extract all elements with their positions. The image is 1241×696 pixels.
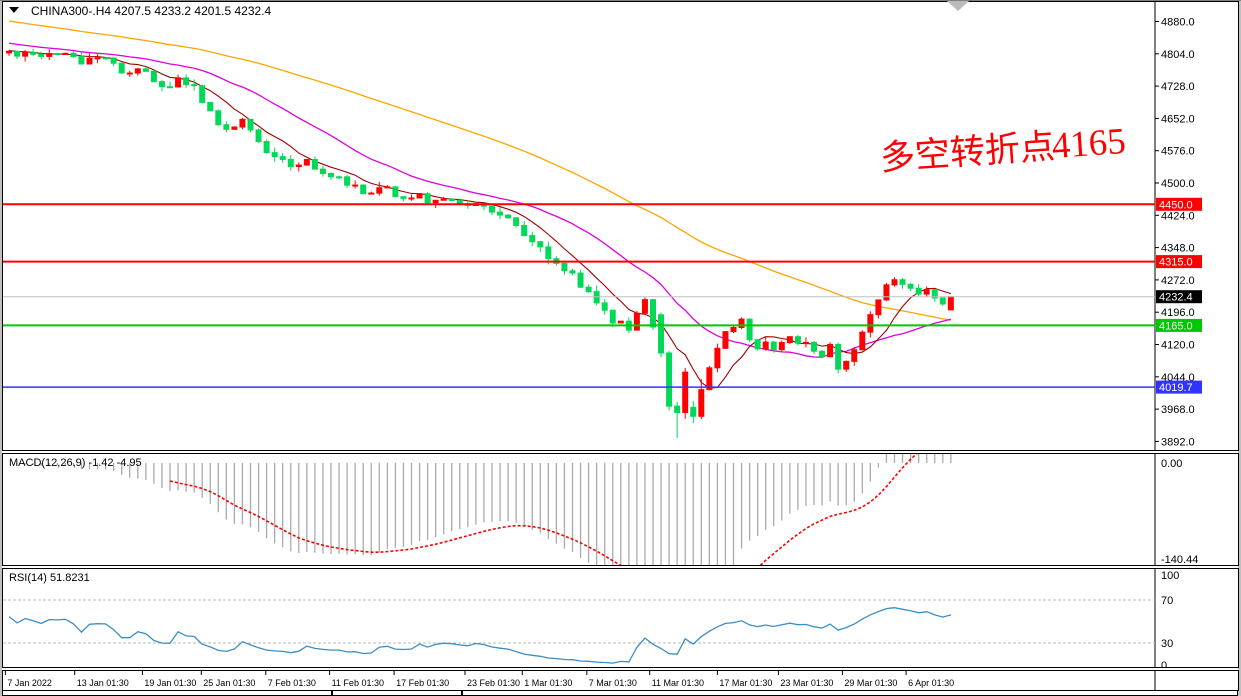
svg-text:MACD(12,26,9) -1.42 -4.95: MACD(12,26,9) -1.42 -4.95 <box>9 457 142 469</box>
svg-text:0: 0 <box>1161 660 1167 667</box>
svg-text:23 Mar 01:30: 23 Mar 01:30 <box>780 678 833 688</box>
svg-text:4348.0: 4348.0 <box>1161 243 1195 255</box>
svg-text:多空转折点: 多空转折点 <box>879 127 1056 178</box>
svg-text:100: 100 <box>1161 570 1179 582</box>
svg-text:4576.0: 4576.0 <box>1161 146 1195 158</box>
svg-text:4500.0: 4500.0 <box>1161 178 1195 190</box>
svg-text:11 Mar 01:30: 11 Mar 01:30 <box>652 678 704 688</box>
svg-text:3968.0: 3968.0 <box>1161 404 1195 416</box>
svg-text:7 Feb 01:30: 7 Feb 01:30 <box>268 678 316 688</box>
svg-text:17 Feb 01:30: 17 Feb 01:30 <box>396 678 449 688</box>
svg-text:7 Jan 2022: 7 Jan 2022 <box>7 678 52 688</box>
svg-text:4880.0: 4880.0 <box>1161 17 1195 29</box>
svg-text:7 Mar 01:30: 7 Mar 01:30 <box>589 678 637 688</box>
svg-text:25 Jan 01:30: 25 Jan 01:30 <box>203 678 255 688</box>
svg-text:0.00: 0.00 <box>1161 458 1182 470</box>
svg-text:RSI(14) 51.8231: RSI(14) 51.8231 <box>9 572 90 584</box>
svg-text:4232.4: 4232.4 <box>1159 292 1193 304</box>
svg-text:4424.0: 4424.0 <box>1161 210 1195 222</box>
svg-text:4120.0: 4120.0 <box>1161 340 1195 352</box>
svg-text:30: 30 <box>1161 638 1173 650</box>
svg-text:4272.0: 4272.0 <box>1161 275 1195 287</box>
svg-text:13 Jan 01:30: 13 Jan 01:30 <box>77 678 129 688</box>
svg-text:CHINA300-.H4 4207.5 4233.2 42: CHINA300-.H4 4207.5 4233.2 4201.5 4232.4 <box>31 4 272 18</box>
svg-text:11 Feb 01:30: 11 Feb 01:30 <box>332 678 384 688</box>
svg-text:3892.0: 3892.0 <box>1161 436 1195 448</box>
svg-text:4450.0: 4450.0 <box>1159 199 1193 211</box>
svg-text:4196.0: 4196.0 <box>1161 307 1195 319</box>
svg-text:70: 70 <box>1161 595 1173 607</box>
svg-text:4165.0: 4165.0 <box>1159 320 1193 332</box>
svg-text:17 Mar 01:30: 17 Mar 01:30 <box>719 678 772 688</box>
svg-text:4315.0: 4315.0 <box>1159 257 1193 269</box>
svg-text:4165: 4165 <box>1050 121 1127 167</box>
svg-text:4019.7: 4019.7 <box>1159 382 1193 394</box>
svg-text:-140.44: -140.44 <box>1161 554 1198 565</box>
svg-text:19 Jan 01:30: 19 Jan 01:30 <box>144 678 196 688</box>
svg-text:23 Feb 01:30: 23 Feb 01:30 <box>467 678 520 688</box>
svg-text:1 Mar 01:30: 1 Mar 01:30 <box>524 678 572 688</box>
svg-text:4804.0: 4804.0 <box>1161 49 1195 61</box>
svg-text:29 Mar 01:30: 29 Mar 01:30 <box>844 678 897 688</box>
svg-text:6 Apr 01:30: 6 Apr 01:30 <box>908 678 954 688</box>
svg-text:4652.0: 4652.0 <box>1161 113 1195 125</box>
svg-text:4728.0: 4728.0 <box>1161 81 1195 93</box>
